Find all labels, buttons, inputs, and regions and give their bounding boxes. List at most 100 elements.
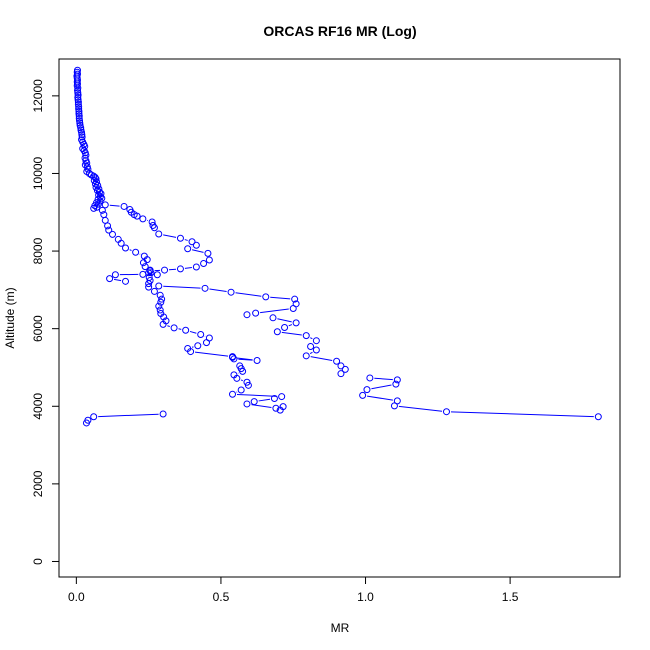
series-line-segment: [367, 395, 393, 401]
y-axis: 0 2000 4000 6000 8000 10000 12000: [31, 79, 60, 565]
data-point: [337, 362, 345, 370]
data-point: [78, 128, 86, 136]
series-line-segment: [277, 318, 292, 323]
data-point: [159, 320, 167, 328]
data-point: [94, 181, 102, 189]
data-point: [158, 295, 166, 303]
data-point: [393, 376, 401, 384]
x-axis: 0.0 0.5 1.0 1.5: [68, 576, 519, 604]
data-point: [74, 98, 82, 106]
data-point: [160, 313, 168, 321]
x-axis-label: MR: [331, 621, 350, 635]
data-point: [156, 291, 164, 299]
data-point: [363, 386, 371, 394]
series-line-segment: [98, 413, 159, 418]
series-line-segment: [178, 328, 182, 330]
data-point: [188, 238, 196, 246]
data-point: [229, 353, 237, 361]
data-point: [104, 222, 112, 230]
data-point: [333, 357, 341, 365]
series-2: [82, 206, 287, 427]
data-point: [133, 212, 141, 220]
data-point: [132, 248, 140, 256]
data-point: [366, 374, 374, 382]
data-point: [145, 283, 153, 291]
data-point: [233, 374, 241, 382]
data-point: [194, 342, 202, 350]
data-point: [170, 324, 178, 332]
data-point: [230, 355, 238, 363]
data-point: [161, 266, 169, 274]
data-point: [76, 117, 84, 125]
y-tick-label: 10000: [31, 156, 45, 190]
data-point: [148, 218, 156, 226]
data-point: [139, 270, 147, 278]
data-point: [77, 124, 85, 132]
chart-title: ORCAS RF16 MR (Log): [263, 23, 416, 39]
data-point: [250, 398, 258, 406]
y-axis-label: Altitude (m): [3, 287, 17, 348]
series-line-segment: [374, 377, 393, 381]
data-point: [197, 330, 205, 338]
data-point: [176, 234, 184, 242]
series-line-segment: [371, 384, 392, 390]
series-line-segment: [236, 357, 253, 361]
series-line-segment: [191, 249, 204, 253]
data-point: [78, 133, 86, 141]
series-line-segment: [169, 268, 177, 271]
data-point: [262, 293, 270, 301]
data-point: [108, 230, 116, 238]
data-point: [442, 408, 450, 416]
data-point: [150, 224, 158, 232]
data-point: [156, 306, 164, 314]
series-line-segment: [281, 331, 302, 336]
data-point: [270, 395, 278, 403]
data-point: [122, 277, 130, 285]
data-point: [74, 84, 82, 92]
data-point: [187, 348, 195, 356]
series-line-segment: [184, 239, 188, 241]
data-point: [205, 256, 213, 264]
y-tick-label: 6000: [31, 315, 45, 342]
data-point: [302, 352, 310, 360]
series-line-segment: [209, 288, 227, 293]
x-tick-label: 1.5: [502, 590, 519, 604]
data-point: [90, 413, 98, 421]
data-point: [74, 91, 82, 99]
data-point: [202, 339, 210, 347]
data-point: [155, 282, 163, 290]
data-point: [359, 391, 367, 399]
data-point: [139, 215, 147, 223]
x-tick-label: 1.0: [357, 590, 374, 604]
data-point: [312, 337, 320, 345]
data-point: [312, 346, 320, 354]
data-point: [594, 413, 602, 421]
data-point: [393, 397, 401, 405]
series-line-segment: [270, 296, 291, 300]
series-line-segment: [240, 379, 243, 382]
data-point: [75, 103, 83, 111]
series-line-segment: [310, 356, 333, 361]
data-point: [239, 367, 247, 375]
series-line-segment: [258, 398, 271, 402]
data-point: [279, 403, 287, 411]
data-point: [74, 93, 82, 101]
data-point: [278, 393, 286, 401]
series-line-segment: [194, 351, 229, 357]
data-point: [159, 410, 167, 418]
data-point: [153, 271, 161, 279]
data-point: [74, 96, 82, 104]
data-point: [95, 188, 103, 196]
series-line-segment: [163, 285, 201, 289]
data-point: [192, 263, 200, 271]
data-point: [307, 343, 315, 351]
data-point: [105, 226, 113, 234]
y-tick-label: 8000: [31, 237, 45, 264]
plot-area: [73, 66, 602, 427]
data-point: [341, 365, 349, 373]
data-point: [252, 309, 260, 317]
series-line-segment: [236, 393, 278, 397]
data-point: [201, 284, 209, 292]
series-line-segment: [288, 324, 293, 327]
